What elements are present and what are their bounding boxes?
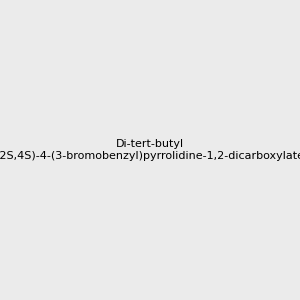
Text: Di-tert-butyl (2S,4S)-4-(3-bromobenzyl)pyrrolidine-1,2-dicarboxylate: Di-tert-butyl (2S,4S)-4-(3-bromobenzyl)p… — [0, 139, 300, 161]
